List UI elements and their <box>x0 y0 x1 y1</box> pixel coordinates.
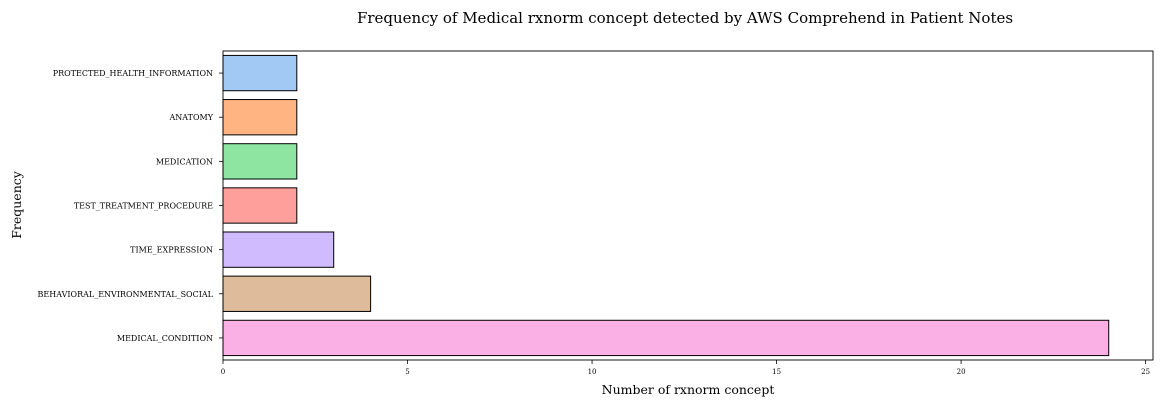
category-label-time-expression: TIME_EXPRESSION <box>130 246 213 255</box>
category-label-behavioral-environmental-social: BEHAVIORAL_ENVIRONMENTAL_SOCIAL <box>38 290 214 299</box>
bar-medication <box>222 143 298 180</box>
x-tick-label: 5 <box>405 368 409 376</box>
category-labels: PROTECTED_HEALTH_INFORMATION ANATOMY MEDIC… <box>38 69 223 343</box>
x-axis-ticks: 0 5 10 15 20 25 <box>221 360 1150 376</box>
x-tick-label: 0 <box>221 368 225 376</box>
category-label-medical-condition: MEDICAL_CONDITION <box>117 334 213 343</box>
plot-frame <box>222 50 1154 361</box>
bars-layer <box>222 54 1110 357</box>
bar-anatomy <box>222 99 298 136</box>
x-tick-label: 15 <box>772 368 781 376</box>
bar-behavioral-environmental-social <box>222 275 372 312</box>
bar-time-expression <box>222 231 335 268</box>
bar-medical-condition <box>222 319 1110 357</box>
bar-protected-health-information <box>222 54 298 92</box>
category-label-test-treatment-procedure: TEST_TREATMENT_PROCEDURE <box>74 202 213 211</box>
y-axis-label: Frequency <box>9 170 24 239</box>
category-label-protected-health-information: PROTECTED_HEALTH_INFORMATION <box>53 69 213 78</box>
chart-title: Frequency of Medical rxnorm concept dete… <box>357 9 1013 27</box>
category-label-medication: MEDICATION <box>156 157 213 166</box>
x-tick-label: 20 <box>957 368 966 376</box>
x-tick-label: 10 <box>588 368 597 376</box>
category-label-anatomy: ANATOMY <box>169 113 214 122</box>
bar-test-treatment-procedure <box>222 187 298 224</box>
x-axis-label: Number of rxnorm concept <box>602 382 775 397</box>
x-tick-label: 25 <box>1141 368 1150 376</box>
